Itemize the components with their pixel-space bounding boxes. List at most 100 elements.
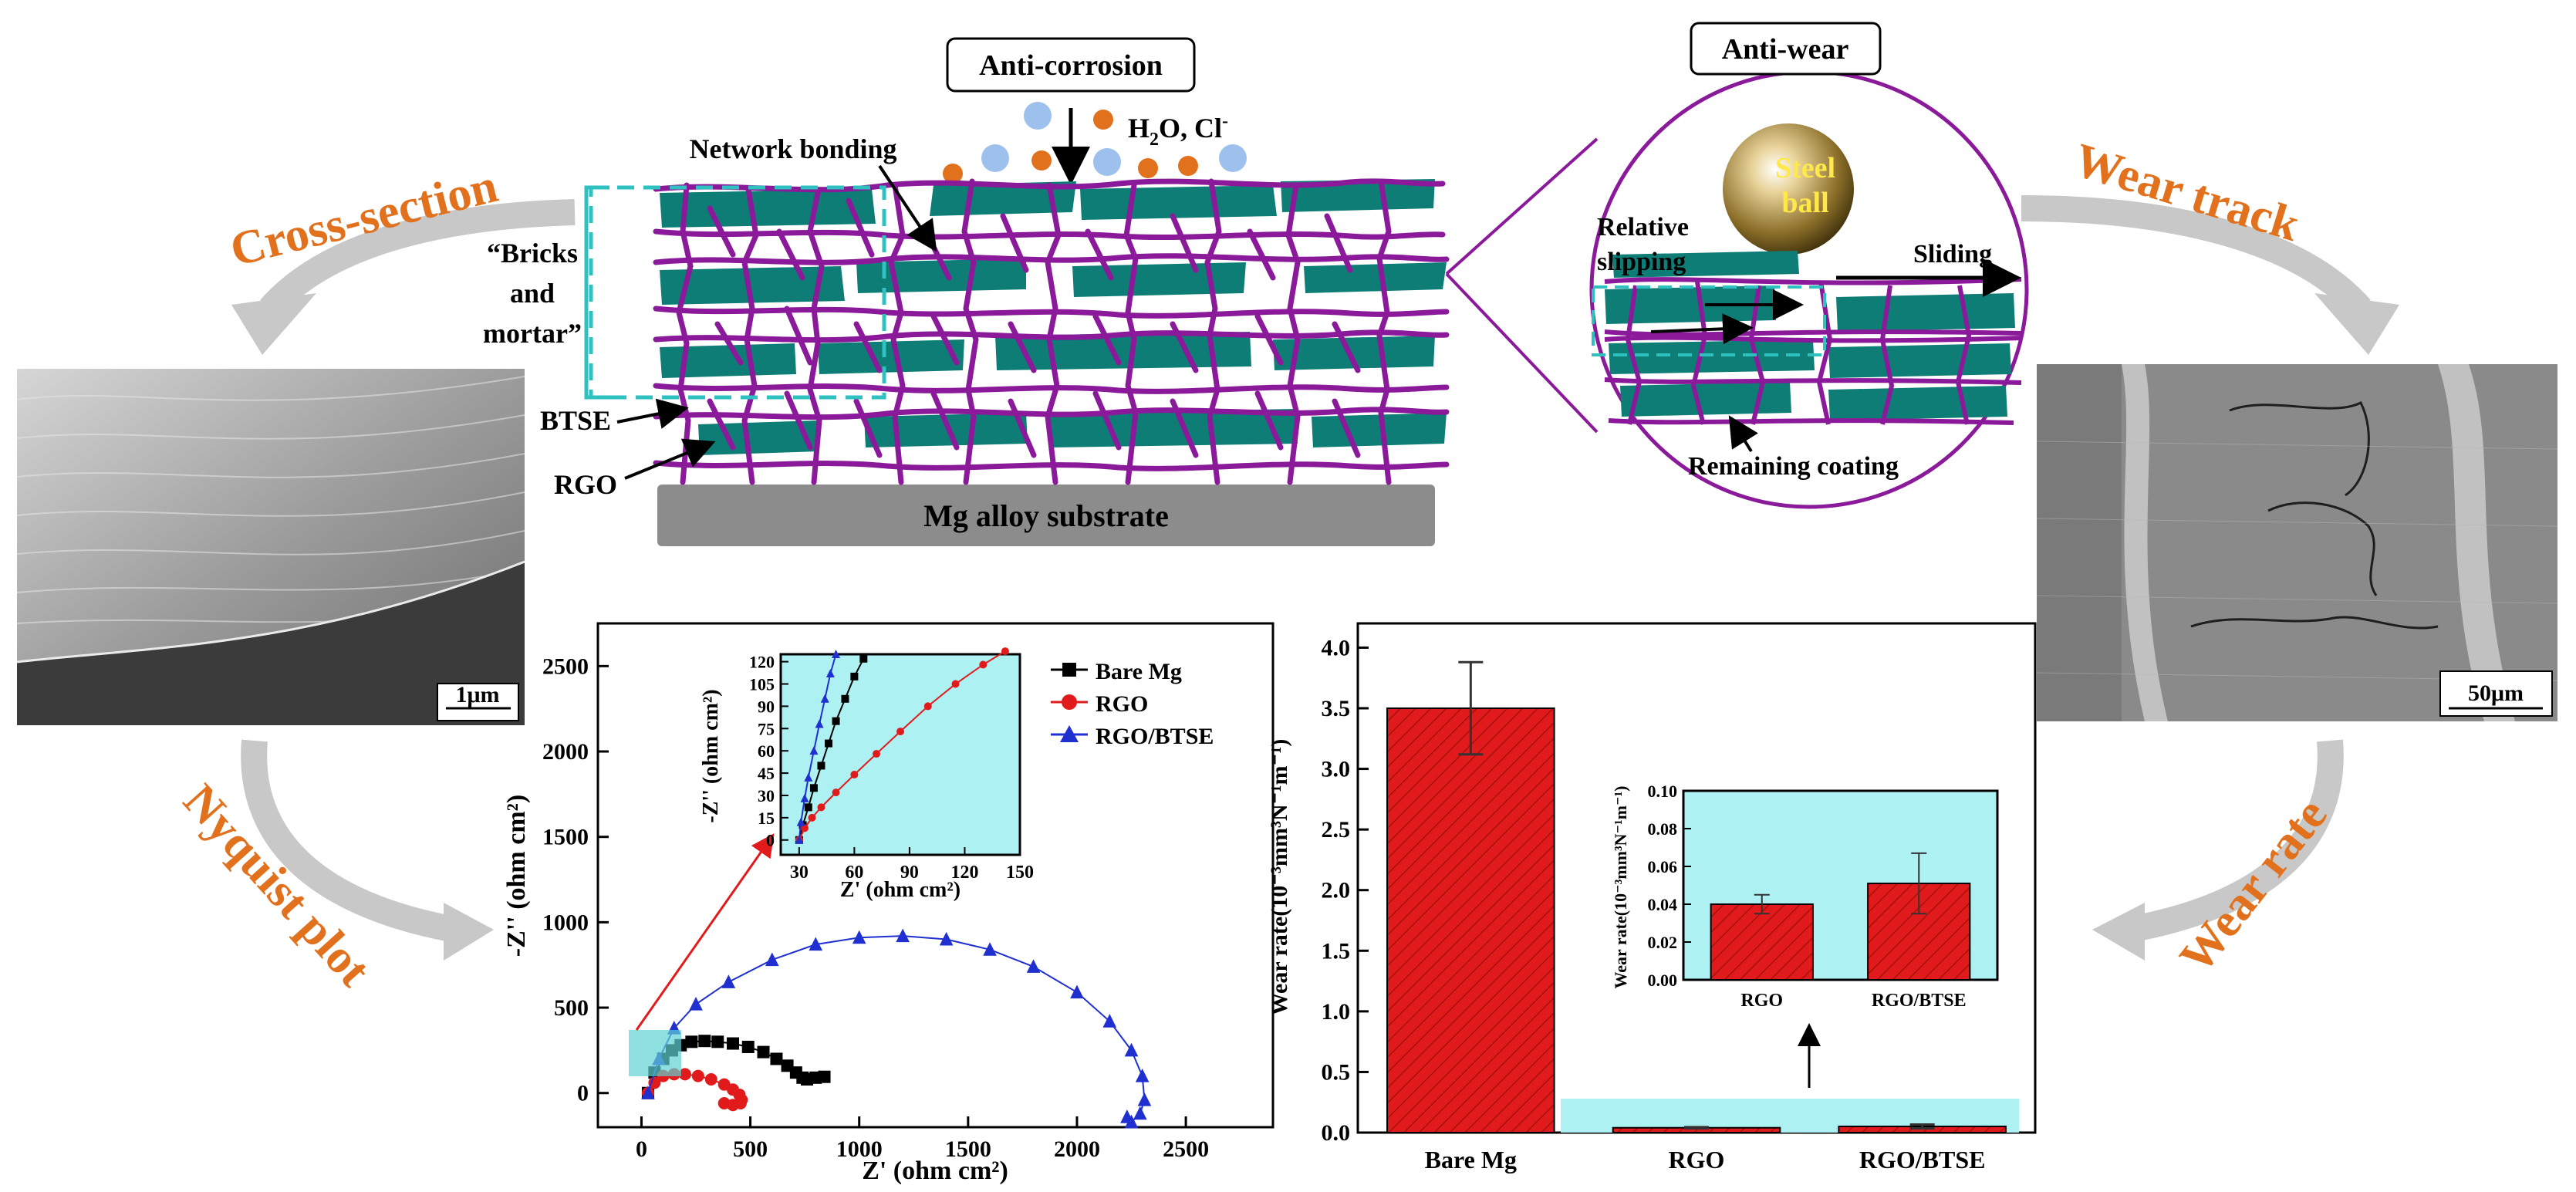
nyquist-inset-y-tick-label: 30 [758,786,775,805]
zoom-line-bottom [1445,272,1599,434]
nyquist-inset-data-point [841,694,849,703]
nyquist-data-point [1124,1042,1139,1057]
nyquist-x-tick-label: 1500 [945,1136,991,1162]
nyquist-inset-series-line [798,658,865,840]
water-ion [1024,102,1052,130]
wear-y-tick-label: 1.5 [1322,938,1351,964]
chloride-ion [1138,158,1158,178]
nyquist-inset-axes: 30 60 90 120 150 0 15 30 45 60 75 90 105 120 [749,653,1034,883]
nyquist-arrow-head [444,903,494,961]
nyquist-data-point [1137,1092,1152,1106]
water-ion [1219,144,1247,172]
nyquist-inset-data-point [817,803,825,812]
nyquist-inset-data-point [832,650,841,658]
nyquist-y-tick-label: 500 [554,995,589,1021]
sliding-label: Sliding [1913,240,1992,268]
nyquist-inset-data-point [817,761,825,770]
nyquist-inset-data-point [951,680,960,688]
wear-inset-y-tick-label: 0.06 [1648,857,1678,876]
rgo-bricks [660,179,1447,455]
left-scale-bar-label: 1μm [456,682,500,707]
nyquist-inset-data-point [825,669,835,678]
nyquist-data-point [691,1069,704,1082]
nyquist-data-point [727,1037,739,1050]
wear-bar [1386,707,1555,1133]
wear-rate-arrow-head [2092,903,2145,961]
legend-marker-rgo-btse [1060,725,1079,742]
nyquist-series [641,928,1152,1129]
anti-corrosion-label: Anti-corrosion [979,49,1163,82]
nyquist-inset-xlabel: Z' (ohm cm²) [840,878,961,902]
nyquist-y-tick-label: 1500 [542,825,589,850]
wear-x-tick-label: RGO/BTSE [1859,1146,1986,1173]
wear-inset-y-tick-label: 0.00 [1648,971,1678,990]
bricks-line-1: “Bricks [487,238,578,268]
nyquist-inset-series [795,647,1009,844]
wear-y-tick-label: 3.5 [1322,696,1351,721]
wear-rate-label: Wear rate [2169,788,2337,982]
water-ion [1093,148,1121,176]
nyquist-chart: -Z'' (ohm cm²) Z' (ohm cm²) 0 500 1000 1500… [502,622,1274,1185]
network-bonding-label: Network bonding [689,133,896,164]
nyquist-inset-data-point [896,728,904,736]
nyquist-data-point [757,1045,770,1059]
wear-y-tick-label: 0.0 [1322,1120,1351,1146]
wear-track-arrow [2021,195,2371,318]
wear-axes: 0.0 0.5 1.0 1.5 2.0 2.5 3.0 3.5 4.0 Bare Mg RGO RGO… [1322,635,1986,1173]
relative-line-2: slipping [1597,248,1686,276]
nyquist-inset-data-point [820,694,829,703]
nyquist-inset-y-tick-label: 60 [758,741,775,761]
cross-section-image: 1μm [17,369,525,725]
nyquist-inset-y-tick-label: 45 [758,764,775,783]
water-ion [981,144,1009,172]
nyquist-inset-data-point [796,817,805,826]
nyquist-inset-y-tick-label: 0 [766,831,775,850]
nyquist-data-point [1133,1106,1147,1120]
nyquist-inset-data-point [850,771,859,778]
nyquist-data-point [678,1068,691,1081]
btse-network [653,178,1450,485]
nyquist-data-point [717,1097,731,1110]
btse-label: BTSE [540,405,611,436]
nyquist-x-tick-label: 500 [733,1136,768,1162]
right-scale-bar-label: 50μm [2468,680,2524,706]
chloride-ion [1031,150,1052,171]
nyquist-data-point [741,1040,755,1053]
wear-y-tick-label: 2.0 [1322,878,1351,903]
anti-corrosion-box [946,37,1196,93]
nyquist-data-point [896,928,910,943]
nyquist-x-tick-label: 0 [636,1136,647,1162]
rgo-arrow [624,438,716,480]
arrow-heads [231,293,2399,961]
nyquist-data-point [1026,959,1041,973]
wear-y-tick-label: 1.0 [1322,999,1351,1025]
wear-y-tick-label: 0.5 [1322,1059,1351,1085]
nyquist-data-point [1135,1068,1150,1082]
nyquist-data-point [1070,984,1084,999]
slipping-box [1592,285,1826,356]
cross-section-texture: 1μm [17,369,525,725]
nyquist-inset-ylabel: -Z'' (ohm cm²) [699,689,723,822]
btse-arrow [616,398,689,429]
remaining-coating-arrow [1728,415,1758,453]
wear-track-image: 50μm [2037,364,2557,721]
ions [943,102,1247,184]
chloride-ion [1093,110,1113,130]
wear-inset-bar [1710,903,1814,981]
anti-wear-detail: Anti-wear Steel ball Relative slipping [1589,22,2029,509]
wear-inset-y-tick-label: 0.10 [1648,782,1678,801]
nyquist-inset-data-point [804,772,813,782]
nyquist-inset-x-tick-label: 120 [950,863,978,883]
nyquist-inset-x-tick-label: 150 [1006,863,1034,883]
legend-marker-rgo [1062,694,1077,710]
nyquist-y-tick-label: 2000 [542,739,589,765]
nyquist-x-tick-label: 1000 [836,1136,883,1162]
nyquist-x-tick-label: 2500 [1163,1136,1209,1162]
curved-arrows [241,195,2371,943]
cross-section-arrow-head [231,293,316,355]
nyquist-inset-y-tick-label: 75 [758,719,775,738]
cross-section-arrow [260,199,576,318]
nyquist-data-point [818,1070,831,1083]
wear-inset-x-tick-label: RGO [1740,991,1783,1011]
